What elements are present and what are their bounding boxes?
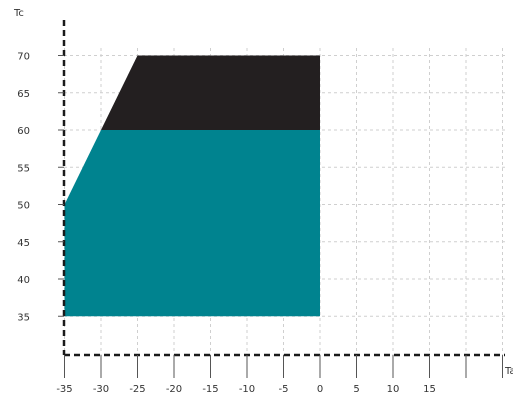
x-tick-label: -5 (279, 384, 289, 395)
x-tick-label: -25 (129, 384, 145, 395)
x-tick-label: 15 (423, 384, 436, 395)
region-dark (101, 55, 320, 130)
x-tick-label: 10 (387, 384, 400, 395)
y-tick-label: 50 (17, 201, 30, 212)
x-tick-label: -30 (93, 384, 109, 395)
y-tick-label: 45 (17, 238, 30, 249)
y-tick-label: 40 (17, 275, 30, 286)
y-axis-label: Tc (13, 8, 24, 19)
tick-labels: 70 65 60 55 50 45 40 35 -35 -30 -25 -20 -15 -10 -5 0 5 10… (17, 52, 503, 395)
x-tick-label: -10 (239, 384, 255, 395)
x-axis-label: Ta (504, 366, 513, 377)
regions (64, 55, 320, 317)
y-tick-label: 60 (17, 126, 30, 137)
y-tick-label: 65 (17, 89, 30, 100)
x-tick-label: -20 (166, 384, 182, 395)
y-tick-label: 35 (17, 312, 30, 323)
region-teal (64, 130, 320, 317)
x-tick-label: -15 (202, 384, 218, 395)
y-tick-label: 70 (17, 52, 30, 63)
x-tick-label: 0 (317, 384, 323, 395)
x-tick-label: -35 (56, 384, 72, 395)
y-tick-label: 55 (17, 163, 30, 174)
x-tick-label: 5 (353, 384, 359, 395)
